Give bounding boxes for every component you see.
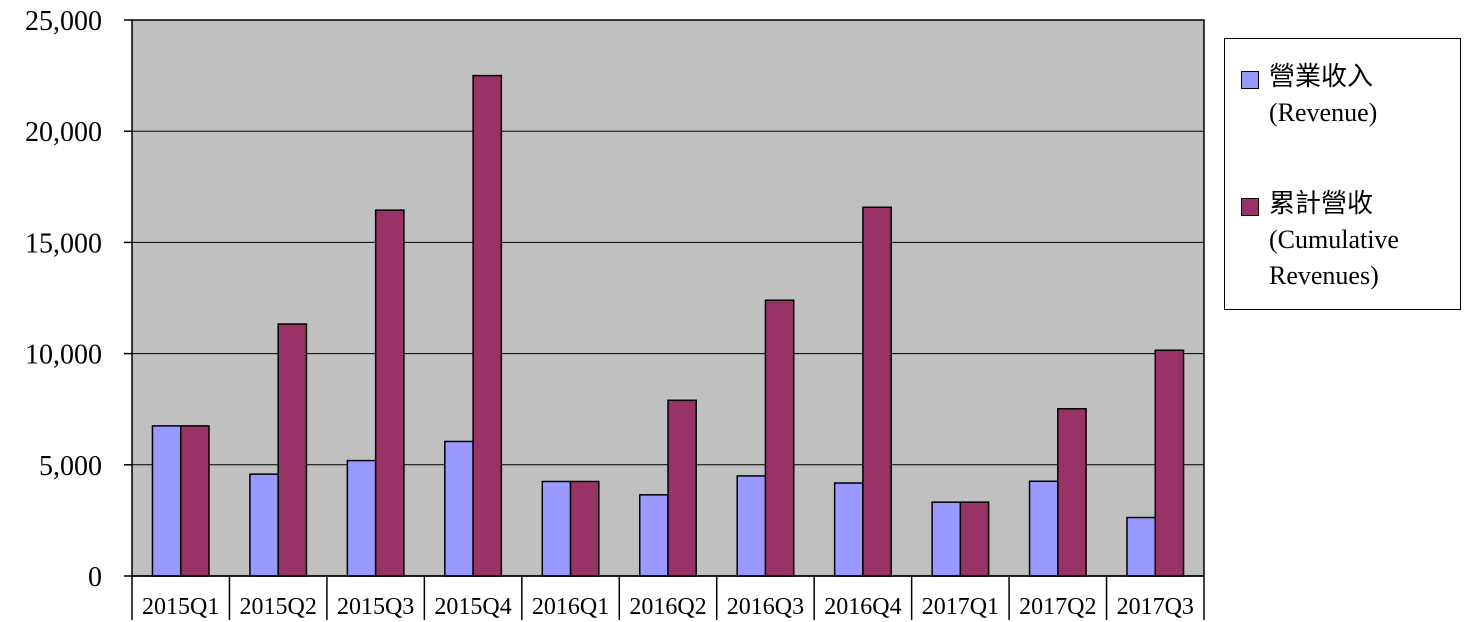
legend-entry-revenue: 營業收入 (Revenue) <box>1241 59 1378 131</box>
cumulative-bar <box>1057 408 1087 577</box>
revenue-bar <box>346 459 377 577</box>
cumulative-bar <box>472 74 503 577</box>
x-axis: 2015Q1 2015Q2 2015Q3 2015Q4 2016Q1 2016Q2 2016… <box>131 575 1205 620</box>
x-tick-label: 2015Q2 <box>240 594 317 620</box>
x-tick-label: 2016Q4 <box>824 594 901 620</box>
y-tick-label: 20,000 <box>25 117 102 148</box>
cumulative-bar <box>862 206 892 577</box>
cumulative-bar <box>764 299 795 577</box>
x-tick-label: 2016Q1 <box>532 594 609 620</box>
x-tick-label: 2016Q2 <box>629 594 706 620</box>
revenue-bar <box>151 425 182 577</box>
cumulative-bar <box>179 425 210 577</box>
cumulative-bar <box>569 480 600 577</box>
revenue-bar <box>249 473 279 577</box>
revenue-bar <box>833 482 864 577</box>
cumulative-bar <box>1154 349 1185 577</box>
legend-swatch-revenue <box>1241 71 1259 89</box>
x-tick-label: 2015Q1 <box>142 594 219 620</box>
revenue-bar <box>638 494 669 577</box>
y-tick-label: 0 <box>88 562 102 593</box>
x-tick-label: 2017Q3 <box>1117 594 1194 620</box>
legend-entry-cumulative: 累計營收 (Cumulative Revenues) <box>1241 186 1399 294</box>
y-tick-label: 5,000 <box>39 451 102 482</box>
legend-label: 累計營收 <box>1269 189 1374 219</box>
y-tick-label: 25,000 <box>25 6 102 37</box>
revenue-bar <box>736 475 767 577</box>
cumulative-bar <box>374 209 405 577</box>
revenue-bar <box>1126 516 1157 577</box>
x-tick-label: 2017Q2 <box>1019 594 1096 620</box>
bars <box>151 74 1185 577</box>
revenue-bar <box>444 440 474 577</box>
x-tick-label: 2017Q1 <box>922 594 999 620</box>
y-tick-label: 15,000 <box>25 228 102 259</box>
cumulative-bar <box>667 399 698 577</box>
legend-swatch-cumulative <box>1241 198 1259 216</box>
x-tick-label: 2015Q3 <box>337 594 414 620</box>
revenue-bar <box>1028 480 1059 577</box>
cumulative-bar <box>959 501 990 577</box>
y-tick-label: 10,000 <box>25 340 102 371</box>
legend-label: Revenues) <box>1269 261 1379 290</box>
revenue-bar <box>931 501 962 577</box>
legend-label: (Revenue) <box>1269 98 1378 127</box>
revenue-bar <box>541 480 572 577</box>
y-axis: 0 5,000 10,000 15,000 20,000 25,000 <box>25 6 132 593</box>
x-tick-label: 2016Q3 <box>727 594 804 620</box>
x-tick-label: 2015Q4 <box>434 594 511 620</box>
legend-label: (Cumulative <box>1269 225 1399 254</box>
cumulative-bar <box>277 323 308 577</box>
legend-label: 營業收入 <box>1269 62 1374 92</box>
legend: 營業收入 (Revenue) 累計營收 (Cumulative Revenues… <box>1224 38 1461 310</box>
